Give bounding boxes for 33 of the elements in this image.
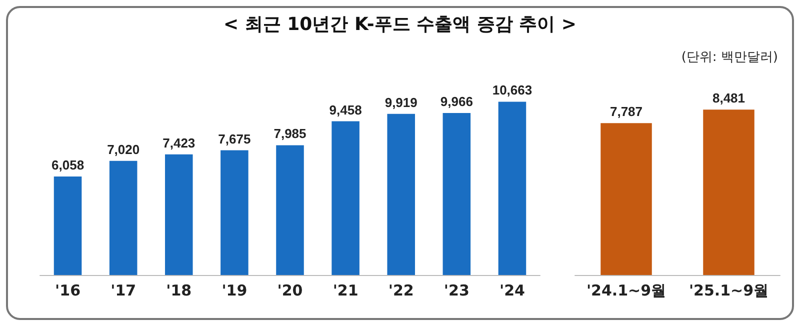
data-label: 8,481 bbox=[712, 90, 746, 106]
x-tick-label: '24 bbox=[499, 282, 525, 300]
bar bbox=[54, 176, 82, 275]
x-tick-label: '21 bbox=[332, 282, 358, 300]
data-label: 9,458 bbox=[329, 102, 362, 118]
x-tick-label: '24.1~9월 bbox=[586, 282, 666, 300]
x-tick-label: '25.1~9월 bbox=[688, 282, 769, 300]
data-label: 7,675 bbox=[218, 131, 251, 146]
data-label: 7,985 bbox=[274, 126, 306, 142]
bar bbox=[332, 121, 360, 275]
x-tick-label: '19 bbox=[222, 282, 248, 300]
data-label: 9,966 bbox=[440, 94, 473, 110]
bar bbox=[109, 160, 138, 275]
x-tick-label: '16 bbox=[55, 282, 81, 300]
x-tick-label: '18 bbox=[166, 282, 192, 300]
bar bbox=[442, 113, 471, 275]
x-tick-label: '17 bbox=[110, 282, 136, 300]
bar bbox=[220, 150, 248, 275]
chart-title: < 최근 10년간 K-푸드 수출액 증감 추이 > bbox=[222, 13, 578, 36]
data-label: 7,423 bbox=[162, 135, 196, 150]
bar bbox=[165, 154, 193, 275]
data-label: 9,919 bbox=[384, 94, 418, 110]
data-label: 6,058 bbox=[52, 158, 84, 173]
text: (단위: 백만달러) bbox=[681, 49, 778, 66]
bar bbox=[276, 145, 304, 275]
bar bbox=[498, 102, 526, 275]
x-tick-label: '22 bbox=[388, 282, 414, 300]
x-tick-label: '23 bbox=[444, 282, 470, 300]
bar bbox=[387, 114, 415, 275]
data-label: 7,787 bbox=[610, 104, 643, 120]
x-tick-label: '20 bbox=[277, 282, 303, 300]
data-label: 7,020 bbox=[107, 142, 140, 157]
data-label: 10,663 bbox=[492, 82, 532, 98]
